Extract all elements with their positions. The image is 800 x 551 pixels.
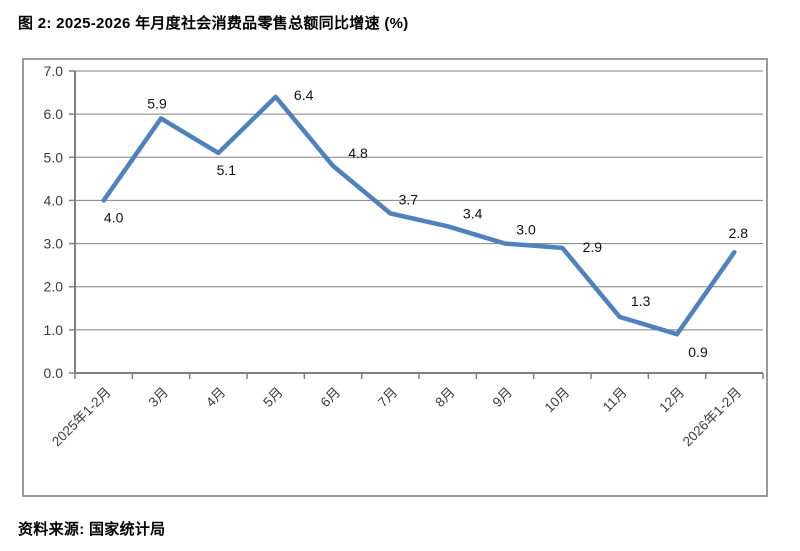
data-label: 5.9 — [147, 95, 167, 111]
data-label: 4.0 — [104, 209, 124, 225]
figure-title: 图 2: 2025-2026 年月度社会消费品零售总额同比增速 (%) — [18, 15, 409, 32]
data-label: 5.1 — [217, 162, 237, 178]
x-axis-label: 6月 — [318, 385, 343, 410]
y-axis-label: 1.0 — [44, 322, 64, 338]
x-axis-label: 12月 — [656, 385, 687, 416]
chart-svg: 0.0 1.0 2.0 3.0 4.0 5.0 6.0 7.0 2025年1-2月 3月 4月 5月 6… — [44, 63, 764, 450]
series-line — [101, 94, 737, 337]
y-axis-label: 5.0 — [44, 149, 64, 165]
y-axis-label: 6.0 — [44, 106, 64, 122]
source-note: 资料来源: 国家统计局 — [18, 521, 166, 538]
data-label: 3.4 — [463, 205, 483, 221]
y-axis-label: 2.0 — [44, 279, 64, 295]
data-label: 3.7 — [399, 191, 419, 207]
x-axis-label: 7月 — [375, 385, 400, 410]
data-label: 6.4 — [294, 87, 314, 103]
data-label: 1.3 — [631, 293, 651, 309]
data-label: 2.9 — [583, 239, 603, 255]
data-label: 2.8 — [729, 225, 749, 241]
y-axis-label: 7.0 — [44, 63, 64, 79]
chart-frame: 0.0 1.0 2.0 3.0 4.0 5.0 6.0 7.0 2025年1-2月 3月 4月 5月 6… — [22, 58, 768, 497]
x-axis-label: 4月 — [203, 385, 228, 410]
data-label: 0.9 — [688, 344, 708, 360]
x-axis-label: 11月 — [600, 385, 630, 415]
data-label: 3.0 — [516, 222, 536, 238]
y-axis-label: 4.0 — [44, 192, 64, 208]
data-label: 4.8 — [348, 145, 368, 161]
x-axis-label: 9月 — [490, 385, 515, 410]
x-axis-label: 8月 — [432, 385, 457, 410]
y-axis-label: 0.0 — [44, 365, 64, 381]
x-axis-label: 5月 — [260, 385, 285, 410]
y-axis-label: 3.0 — [44, 236, 64, 252]
x-axis-label: 2025年1-2月 — [49, 385, 114, 450]
x-axis-label: 3月 — [146, 385, 171, 410]
x-axis-label: 2026年1-2月 — [680, 385, 745, 450]
x-axis-label: 10月 — [542, 385, 573, 416]
